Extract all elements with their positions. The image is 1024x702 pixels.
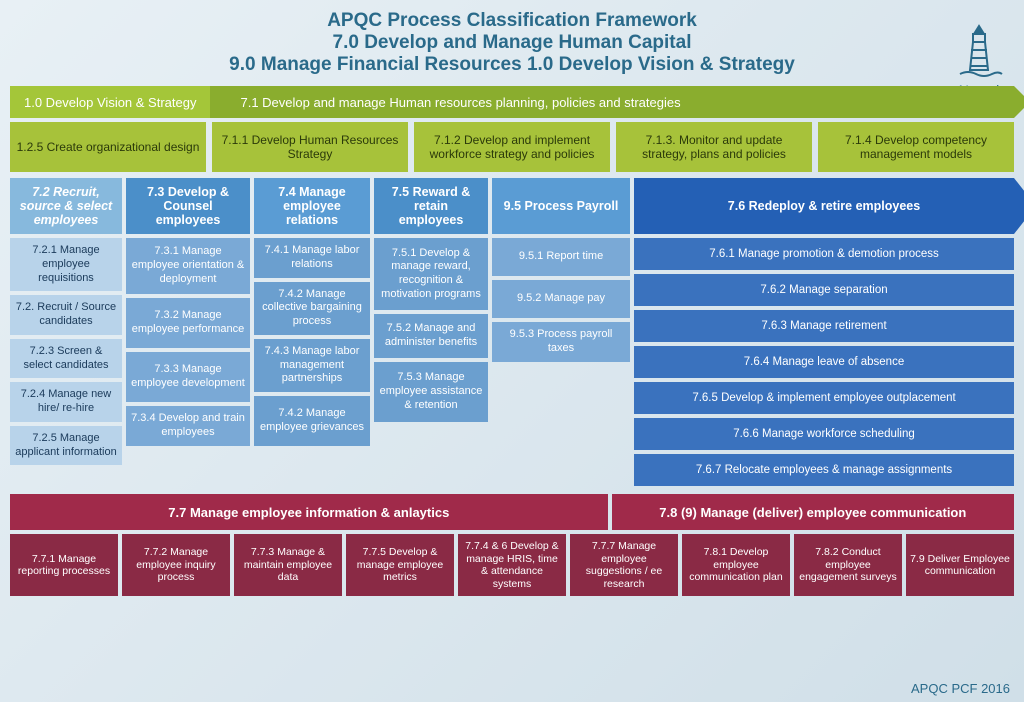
title-line1: APQC Process Classification Framework: [0, 10, 1024, 32]
col-72: 7.2.1 Manage employee requisitions 7.2. …: [10, 238, 122, 465]
green-box: 7.1.2 Develop and implement workforce st…: [414, 122, 610, 172]
col-75: 7.5.1 Develop & manage reward, recogniti…: [374, 238, 488, 422]
green-box: 1.2.5 Create organizational design: [10, 122, 206, 172]
process-box: 7.7.4 & 6 Develop & manage HRIS, time & …: [458, 534, 566, 596]
col-header-73: 7.3 Develop & Counsel employees: [126, 178, 250, 234]
process-box: 7.4.3 Manage labor management partnershi…: [254, 339, 370, 392]
process-box: 7.7.2 Manage employee inquiry process: [122, 534, 230, 596]
process-box: 7.7.7 Manage employee suggestions / ee r…: [570, 534, 678, 596]
process-box: 7.3.4 Develop and train employees: [126, 406, 250, 446]
process-box: 7.8.2 Conduct employee engagement survey…: [794, 534, 902, 596]
title-line2: 7.0 Develop and Manage Human Capital: [0, 32, 1024, 54]
process-box: 7.4.2 Manage collective bargaining proce…: [254, 282, 370, 335]
top-arrow-row: 1.0 Develop Vision & Strategy 7.1 Develo…: [10, 86, 1014, 118]
maroon-box-row: 7.7.1 Manage reporting processes 7.7.2 M…: [10, 534, 1014, 596]
arrow-segment-2: 7.1 Develop and manage Human resources p…: [210, 86, 1014, 118]
col-73: 7.3.1 Manage employee orientation & depl…: [126, 238, 250, 446]
blue-header-row: 7.2 Recruit, source & select employees 7…: [10, 178, 1014, 234]
process-box: 7.3.1 Manage employee orientation & depl…: [126, 238, 250, 294]
green-box: 7.1.4 Develop competency management mode…: [818, 122, 1014, 172]
process-box: 7.2.3 Screen & select candidates: [10, 339, 122, 379]
footer-text: APQC PCF 2016: [911, 681, 1010, 696]
process-box: 7.8.1 Develop employee communication pla…: [682, 534, 790, 596]
process-box: 7.6.6 Manage workforce scheduling: [634, 418, 1014, 450]
process-box: 9.5.2 Manage pay: [492, 280, 630, 318]
process-box: 7.4.2 Manage employee grievances: [254, 396, 370, 446]
maroon-header-row: 7.7 Manage employee information & anlayt…: [10, 494, 1014, 530]
process-box: 7.2.4 Manage new hire/ re-hire: [10, 382, 122, 422]
process-box: 9.5.3 Process payroll taxes: [492, 322, 630, 362]
blue-columns: 7.2.1 Manage employee requisitions 7.2. …: [10, 238, 1014, 486]
process-box: 7.4.1 Manage labor relations: [254, 238, 370, 278]
process-box: 7.7.5 Develop & manage employee metrics: [346, 534, 454, 596]
green-box: 7.1.1 Develop Human Resources Strategy: [212, 122, 408, 172]
title-line3: 9.0 Manage Financial Resources 1.0 Devel…: [0, 54, 1024, 76]
process-box: 7.5.2 Manage and administer benefits: [374, 314, 488, 358]
process-box: 7.7.1 Manage reporting processes: [10, 534, 118, 596]
process-box: 7.5.1 Develop & manage reward, recogniti…: [374, 238, 488, 310]
green-box-row: 1.2.5 Create organizational design 7.1.1…: [10, 122, 1014, 172]
col-74: 7.4.1 Manage labor relations 7.4.2 Manag…: [254, 238, 370, 446]
maroon-header-78: 7.8 (9) Manage (deliver) employee commun…: [612, 494, 1014, 530]
process-box: 7.2.5 Manage applicant information: [10, 426, 122, 466]
col-header-76: 7.6 Redeploy & retire employees: [634, 178, 1014, 234]
col-header-75: 7.5 Reward & retain employees: [374, 178, 488, 234]
process-box: 7.6.2 Manage separation: [634, 274, 1014, 306]
col-76: 7.6.1 Manage promotion & demotion proces…: [634, 238, 1014, 486]
process-box: 7.6.5 Develop & implement employee outpl…: [634, 382, 1014, 414]
process-box: 7.3.3 Manage employee development: [126, 352, 250, 402]
arrow-segment-1: 1.0 Develop Vision & Strategy: [10, 86, 210, 118]
col-header-74: 7.4 Manage employee relations: [254, 178, 370, 234]
process-box: 7.3.2 Manage employee performance: [126, 298, 250, 348]
process-box: 7.6.1 Manage promotion & demotion proces…: [634, 238, 1014, 270]
maroon-header-77: 7.7 Manage employee information & anlayt…: [10, 494, 608, 530]
green-box: 7.1.3. Monitor and update strategy, plan…: [616, 122, 812, 172]
process-box: 9.5.1 Report time: [492, 238, 630, 276]
process-box: 7.6.7 Relocate employees & manage assign…: [634, 454, 1014, 486]
process-box: 7.6.3 Manage retirement: [634, 310, 1014, 342]
page-title: APQC Process Classification Framework 7.…: [0, 0, 1024, 82]
col-95: 9.5.1 Report time 9.5.2 Manage pay 9.5.3…: [492, 238, 630, 362]
process-box: 7.5.3 Manage employee assistance & reten…: [374, 362, 488, 422]
process-box: 7.2. Recruit / Source candidates: [10, 295, 122, 335]
col-header-95: 9.5 Process Payroll: [492, 178, 630, 234]
process-box: 7.6.4 Manage leave of absence: [634, 346, 1014, 378]
col-header-72: 7.2 Recruit, source & select employees: [10, 178, 122, 234]
process-box: 7.9 Deliver Employee communication: [906, 534, 1014, 596]
process-box: 7.2.1 Manage employee requisitions: [10, 238, 122, 291]
process-box: 7.7.3 Manage & maintain employee data: [234, 534, 342, 596]
lighthouse-icon: [954, 20, 1004, 80]
